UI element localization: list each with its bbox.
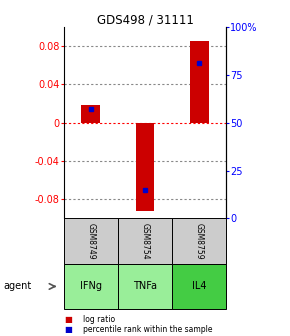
Text: ■: ■ (64, 316, 72, 324)
Text: TNFa: TNFa (133, 282, 157, 291)
Text: GSM8754: GSM8754 (140, 223, 150, 259)
Text: percentile rank within the sample: percentile rank within the sample (83, 326, 212, 334)
Text: GDS498 / 31111: GDS498 / 31111 (97, 13, 193, 27)
Text: ■: ■ (64, 326, 72, 334)
Bar (81, 106, 100, 123)
Text: GSM8759: GSM8759 (195, 223, 204, 259)
Text: IL4: IL4 (192, 282, 206, 291)
Text: log ratio: log ratio (83, 316, 115, 324)
Text: IFNg: IFNg (80, 282, 102, 291)
Text: GSM8749: GSM8749 (86, 223, 95, 259)
Bar (190, 41, 209, 123)
Bar (135, 123, 155, 211)
Text: agent: agent (3, 282, 31, 291)
